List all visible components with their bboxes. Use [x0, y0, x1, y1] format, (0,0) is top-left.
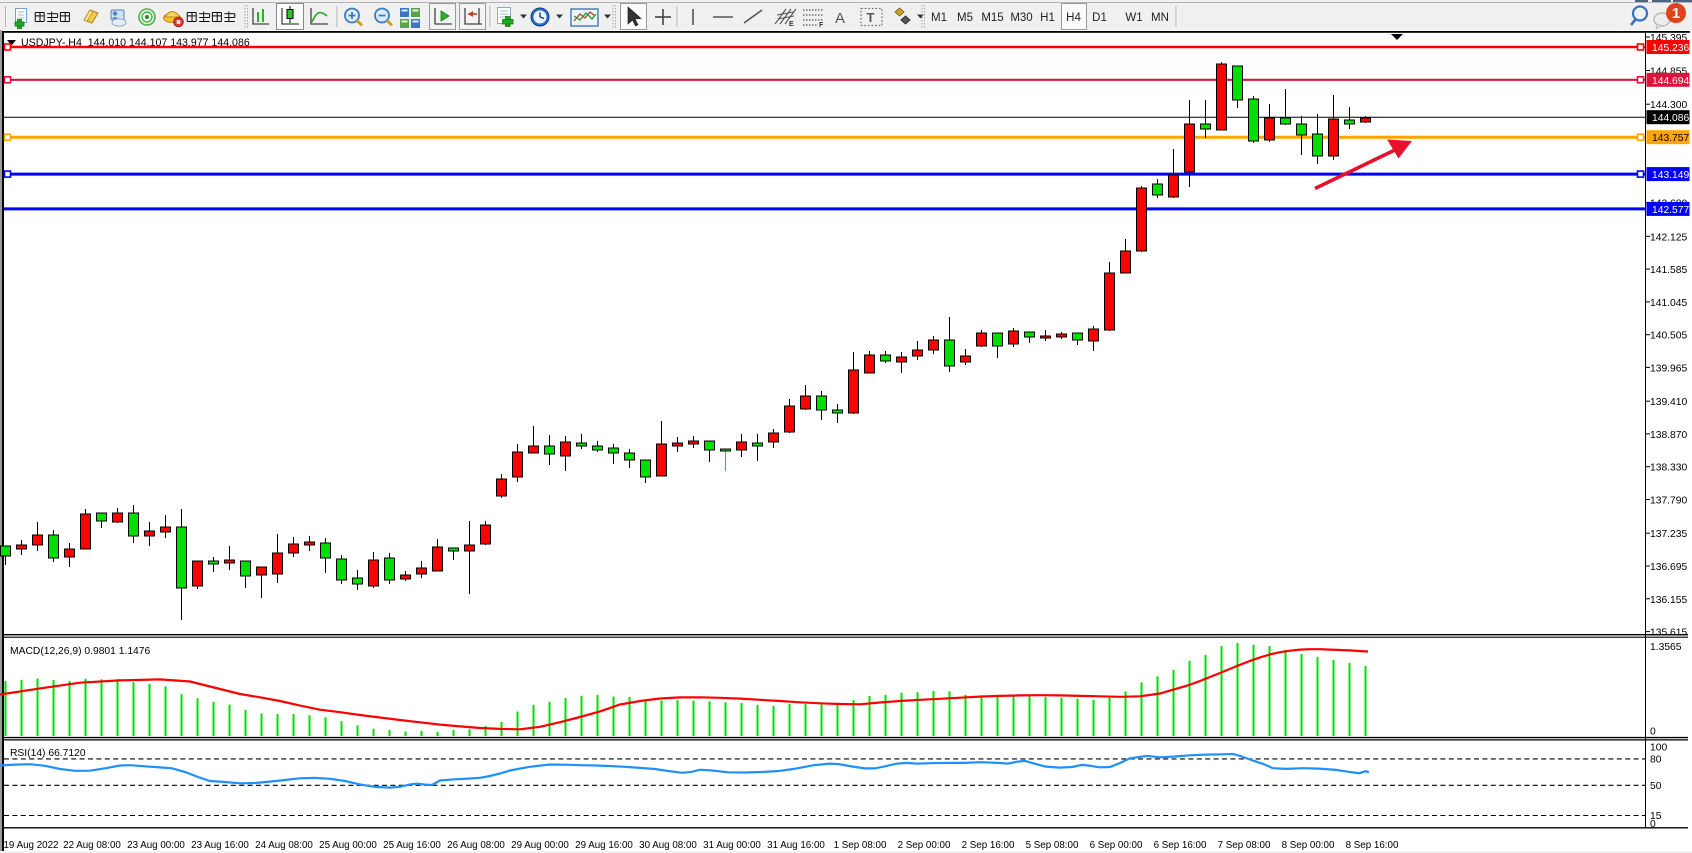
svg-text:0: 0 — [1650, 727, 1656, 738]
svg-text:139.410: 139.410 — [1650, 397, 1687, 408]
svg-text:22 Aug 08:00: 22 Aug 08:00 — [63, 840, 121, 851]
svg-text:144.300: 144.300 — [1650, 100, 1687, 111]
svg-text:19 Aug 2022: 19 Aug 2022 — [3, 840, 58, 851]
svg-text:15: 15 — [1650, 811, 1662, 822]
svg-text:1 Sep 08:00: 1 Sep 08:00 — [834, 840, 887, 851]
svg-text:T: T — [867, 10, 875, 25]
svg-text:M15: M15 — [981, 12, 1003, 24]
svg-text:136.155: 136.155 — [1650, 595, 1687, 606]
svg-text:140.505: 140.505 — [1650, 331, 1687, 342]
svg-text:142.577: 142.577 — [1652, 205, 1689, 216]
svg-text:W1: W1 — [1125, 12, 1142, 24]
svg-text:31 Aug 16:00: 31 Aug 16:00 — [767, 840, 825, 851]
svg-text:M5: M5 — [957, 12, 973, 24]
svg-text:144.086: 144.086 — [1652, 113, 1689, 124]
svg-text:A: A — [835, 10, 845, 27]
svg-text:23 Aug 00:00: 23 Aug 00:00 — [127, 840, 185, 851]
svg-text:25 Aug 00:00: 25 Aug 00:00 — [319, 840, 377, 851]
svg-text:M30: M30 — [1010, 12, 1032, 24]
svg-text:24 Aug 08:00: 24 Aug 08:00 — [255, 840, 313, 851]
svg-text:M1: M1 — [931, 12, 947, 24]
svg-text:MN: MN — [1151, 12, 1169, 24]
svg-text:145.236: 145.236 — [1652, 43, 1689, 54]
svg-text:H4: H4 — [1066, 12, 1081, 24]
svg-text:29 Aug 16:00: 29 Aug 16:00 — [575, 840, 633, 851]
svg-text:D1: D1 — [1092, 12, 1107, 24]
svg-text:RSI(14) 66.7120: RSI(14) 66.7120 — [10, 748, 86, 759]
svg-text:143.149: 143.149 — [1652, 170, 1689, 181]
svg-text:145.395: 145.395 — [1650, 33, 1687, 44]
svg-text:142.125: 142.125 — [1650, 232, 1687, 243]
svg-text:5 Sep 08:00: 5 Sep 08:00 — [1026, 840, 1079, 851]
svg-text:144.694: 144.694 — [1652, 76, 1689, 87]
svg-text:30 Aug 08:00: 30 Aug 08:00 — [639, 840, 697, 851]
svg-text:8 Sep 00:00: 8 Sep 00:00 — [1282, 840, 1335, 851]
svg-text:F: F — [819, 22, 824, 29]
svg-text:143.757: 143.757 — [1652, 133, 1689, 144]
svg-text:1: 1 — [1672, 5, 1680, 22]
svg-text:2 Sep 16:00: 2 Sep 16:00 — [962, 840, 1015, 851]
svg-text:80: 80 — [1650, 755, 1662, 766]
svg-text:E: E — [789, 21, 794, 28]
svg-text:135.615: 135.615 — [1650, 628, 1687, 639]
svg-text:138.330: 138.330 — [1650, 463, 1687, 474]
svg-text:6 Sep 16:00: 6 Sep 16:00 — [1154, 840, 1207, 851]
svg-text:6 Sep 00:00: 6 Sep 00:00 — [1090, 840, 1143, 851]
svg-text:0: 0 — [1650, 819, 1656, 830]
svg-text:141.585: 141.585 — [1650, 265, 1687, 276]
svg-text:H1: H1 — [1040, 12, 1055, 24]
svg-text:23 Aug 16:00: 23 Aug 16:00 — [191, 840, 249, 851]
svg-text:144.855: 144.855 — [1650, 67, 1687, 78]
svg-text:25 Aug 16:00: 25 Aug 16:00 — [383, 840, 441, 851]
svg-text:141.045: 141.045 — [1650, 298, 1687, 309]
svg-text:7 Sep 08:00: 7 Sep 08:00 — [1218, 840, 1271, 851]
svg-text:31 Aug 00:00: 31 Aug 00:00 — [703, 840, 761, 851]
svg-text:137.235: 137.235 — [1650, 529, 1687, 540]
svg-text:2 Sep 00:00: 2 Sep 00:00 — [898, 840, 951, 851]
svg-text:8 Sep 16:00: 8 Sep 16:00 — [1346, 840, 1399, 851]
svg-text:137.790: 137.790 — [1650, 496, 1687, 507]
svg-text:136.695: 136.695 — [1650, 562, 1687, 573]
svg-text:29 Aug 00:00: 29 Aug 00:00 — [511, 840, 569, 851]
svg-text:1.3565: 1.3565 — [1650, 642, 1682, 653]
svg-text:139.965: 139.965 — [1650, 363, 1687, 374]
svg-text:138.870: 138.870 — [1650, 430, 1687, 441]
svg-text:100: 100 — [1650, 743, 1667, 754]
svg-text:50: 50 — [1650, 781, 1662, 792]
svg-text:26 Aug 08:00: 26 Aug 08:00 — [447, 840, 505, 851]
svg-text:MACD(12,26,9) 0.9801 1.1476: MACD(12,26,9) 0.9801 1.1476 — [10, 646, 151, 657]
